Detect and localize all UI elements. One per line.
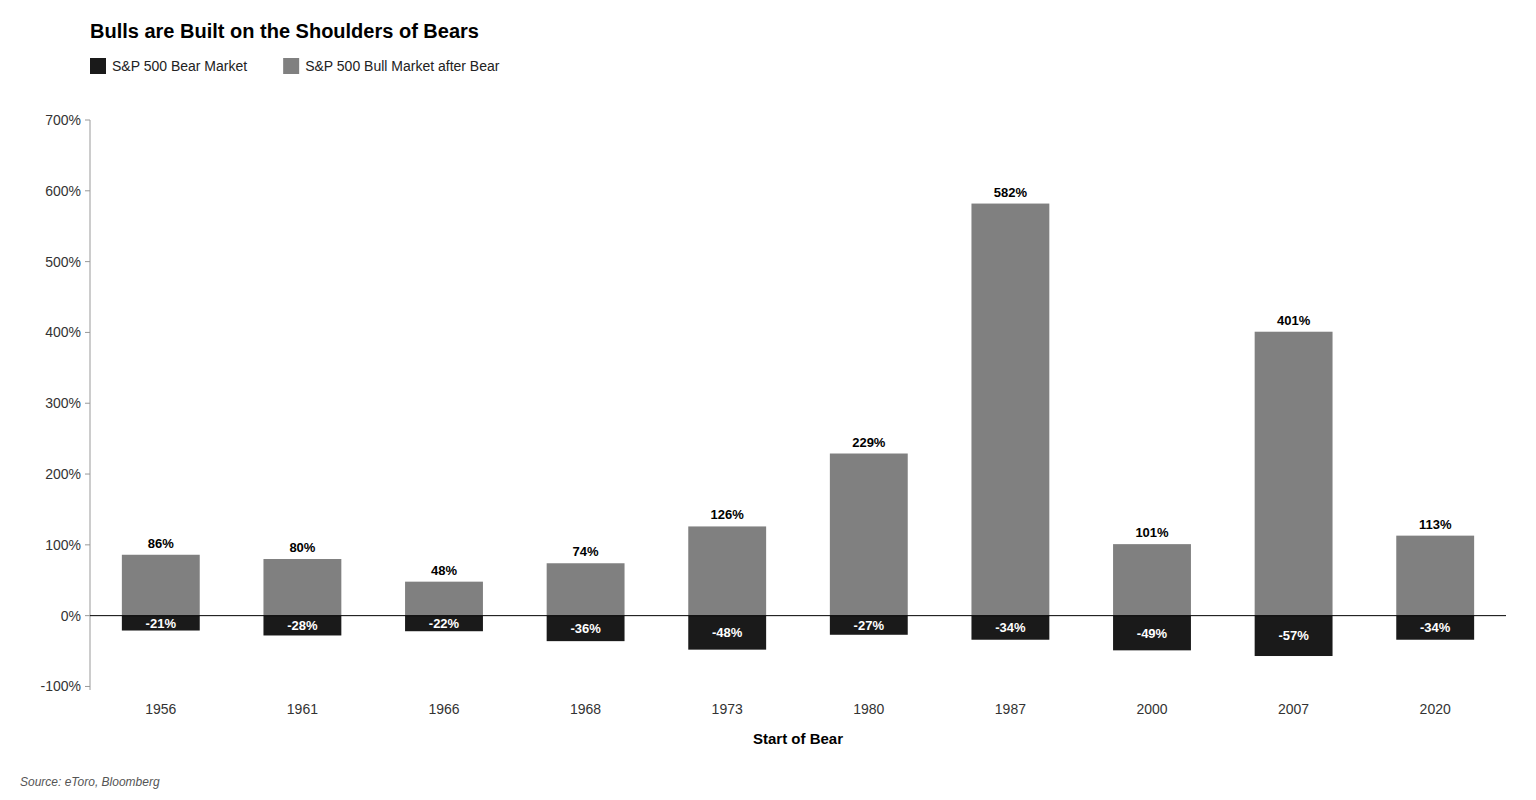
bars xyxy=(122,204,1474,656)
data-label: -34% xyxy=(1420,620,1451,635)
x-axis: 1956 1961 1966 1968 1973 1980 1987 2000 2007 2020… xyxy=(145,701,1451,747)
y-tick xyxy=(85,403,90,404)
data-labels: -21% -28% -22% -36% -48% -27% -34% -49% -57% -34%… xyxy=(146,185,1452,644)
y-tick-label: 0% xyxy=(61,608,81,624)
x-tick-label: 2007 xyxy=(1278,701,1309,717)
bar xyxy=(1255,332,1333,616)
data-label: -57% xyxy=(1278,628,1309,643)
bar xyxy=(122,555,200,616)
bar xyxy=(688,526,766,615)
y-tick xyxy=(85,686,90,687)
y-tick xyxy=(85,474,90,475)
bar xyxy=(1113,544,1191,616)
bar xyxy=(830,454,908,616)
x-tick-label: 1980 xyxy=(853,701,884,717)
bar xyxy=(971,204,1049,616)
source: Source: eToro, Bloomberg xyxy=(20,775,160,789)
data-label: 113% xyxy=(1419,517,1452,532)
data-label: -49% xyxy=(1137,626,1168,641)
data-label: -34% xyxy=(995,620,1026,635)
y-tick-label: -100% xyxy=(41,678,81,694)
y-tick-label: 100% xyxy=(45,537,81,553)
bar xyxy=(122,616,200,631)
x-tick-label: 1987 xyxy=(995,701,1026,717)
title: Bulls are Built on the Shoulders of Bear… xyxy=(90,20,479,42)
bar xyxy=(830,616,908,635)
data-label: 582% xyxy=(994,185,1028,200)
bar xyxy=(263,616,341,636)
data-label: -36% xyxy=(570,621,601,636)
data-label: -28% xyxy=(287,618,318,633)
data-label: -22% xyxy=(429,616,460,631)
bar xyxy=(1396,616,1474,640)
data-label: 48% xyxy=(431,563,457,578)
x-tick-label: 2020 xyxy=(1420,701,1451,717)
bar xyxy=(405,616,483,632)
y-tick-label: 600% xyxy=(45,183,81,199)
chart: Bulls are Built on the Shoulders of Bear… xyxy=(0,0,1536,800)
data-label: 86% xyxy=(148,536,174,551)
y-tick-label: 300% xyxy=(45,395,81,411)
y-tick-label: 500% xyxy=(45,254,81,270)
data-label: -21% xyxy=(146,616,177,631)
x-tick-label: 1961 xyxy=(287,701,318,717)
data-label: 80% xyxy=(289,540,315,555)
y-tick-label: 700% xyxy=(45,112,81,128)
data-label: 229% xyxy=(852,435,886,450)
bar xyxy=(405,582,483,616)
bar xyxy=(263,559,341,616)
data-label: 401% xyxy=(1277,313,1311,328)
bar xyxy=(1113,616,1191,651)
data-label: 74% xyxy=(573,544,599,559)
bar xyxy=(971,616,1049,640)
y-tick-label: 200% xyxy=(45,466,81,482)
legend-swatch xyxy=(90,58,106,74)
x-tick-label: 1966 xyxy=(428,701,459,717)
legend-label: S&P 500 Bear Market xyxy=(112,58,247,74)
bar xyxy=(1396,536,1474,616)
legend-swatch xyxy=(283,58,299,74)
bar xyxy=(1255,616,1333,656)
bar xyxy=(547,563,625,615)
zero-line xyxy=(90,615,1506,616)
x-tick-label: 2000 xyxy=(1136,701,1167,717)
y-tick xyxy=(85,615,90,616)
y-tick xyxy=(85,544,90,545)
x-tick-label: 1973 xyxy=(712,701,743,717)
x-axis-label: Start of Bear xyxy=(753,730,843,747)
y-tick xyxy=(85,120,90,121)
data-label: 126% xyxy=(711,507,745,522)
bar xyxy=(547,616,625,641)
data-label: -27% xyxy=(854,618,885,633)
y-tick-label: 400% xyxy=(45,324,81,340)
data-label: 101% xyxy=(1135,525,1169,540)
y-tick xyxy=(85,261,90,262)
x-tick-label: 1968 xyxy=(570,701,601,717)
y-axis: -100% 0% 100% 200% 300% 400% 500% 600% 700% xyxy=(41,112,90,694)
y-tick xyxy=(85,190,90,191)
y-tick xyxy=(85,332,90,333)
x-tick-label: 1956 xyxy=(145,701,176,717)
legend: S&P 500 Bear Market S&P 500 Bull Market a… xyxy=(90,58,500,74)
bar xyxy=(688,616,766,650)
y-axis-line xyxy=(90,120,91,690)
legend-label: S&P 500 Bull Market after Bear xyxy=(305,58,500,74)
data-label: -48% xyxy=(712,625,743,640)
